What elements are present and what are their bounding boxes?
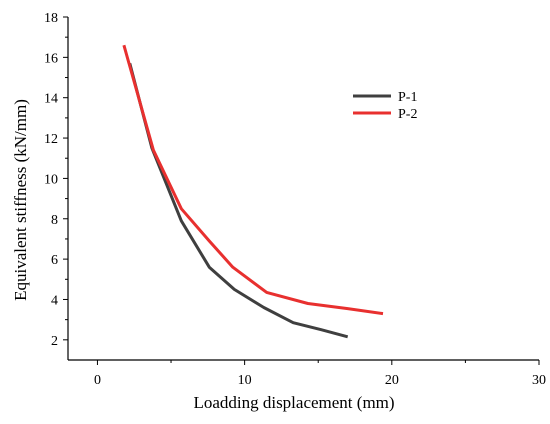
y-tick-label: 6	[51, 253, 58, 268]
y-tick-label: 10	[44, 172, 58, 187]
plot-area	[122, 44, 384, 339]
x-tick-label: 10	[238, 373, 252, 388]
y-tick-label: 14	[44, 92, 58, 107]
y-tick-label: 16	[44, 51, 58, 66]
series-line-p-1	[128, 63, 349, 339]
ticks: 2 4 6 8 10 12 14 16 18 0 10 20 30	[44, 11, 546, 388]
y-tick-label: 2	[51, 334, 58, 349]
legend-label-p-1: P-1	[398, 90, 417, 105]
x-axis-title: Loadding displacement (mm)	[193, 393, 394, 412]
y-axis-title: Equivalent stiffness (kN/mm)	[11, 99, 30, 301]
axes	[67, 17, 539, 361]
y-tick-label: 12	[44, 132, 58, 147]
x-tick-label: 0	[94, 373, 101, 388]
x-tick-label: 30	[532, 373, 546, 388]
legend-label-p-2: P-2	[398, 107, 417, 122]
y-tick-label: 8	[51, 213, 58, 228]
y-tick-label: 18	[44, 11, 58, 26]
y-tick-label: 4	[51, 293, 58, 308]
legend: P-1P-2	[353, 90, 417, 122]
series-line-p-2	[122, 44, 384, 316]
x-tick-label: 20	[385, 373, 399, 388]
